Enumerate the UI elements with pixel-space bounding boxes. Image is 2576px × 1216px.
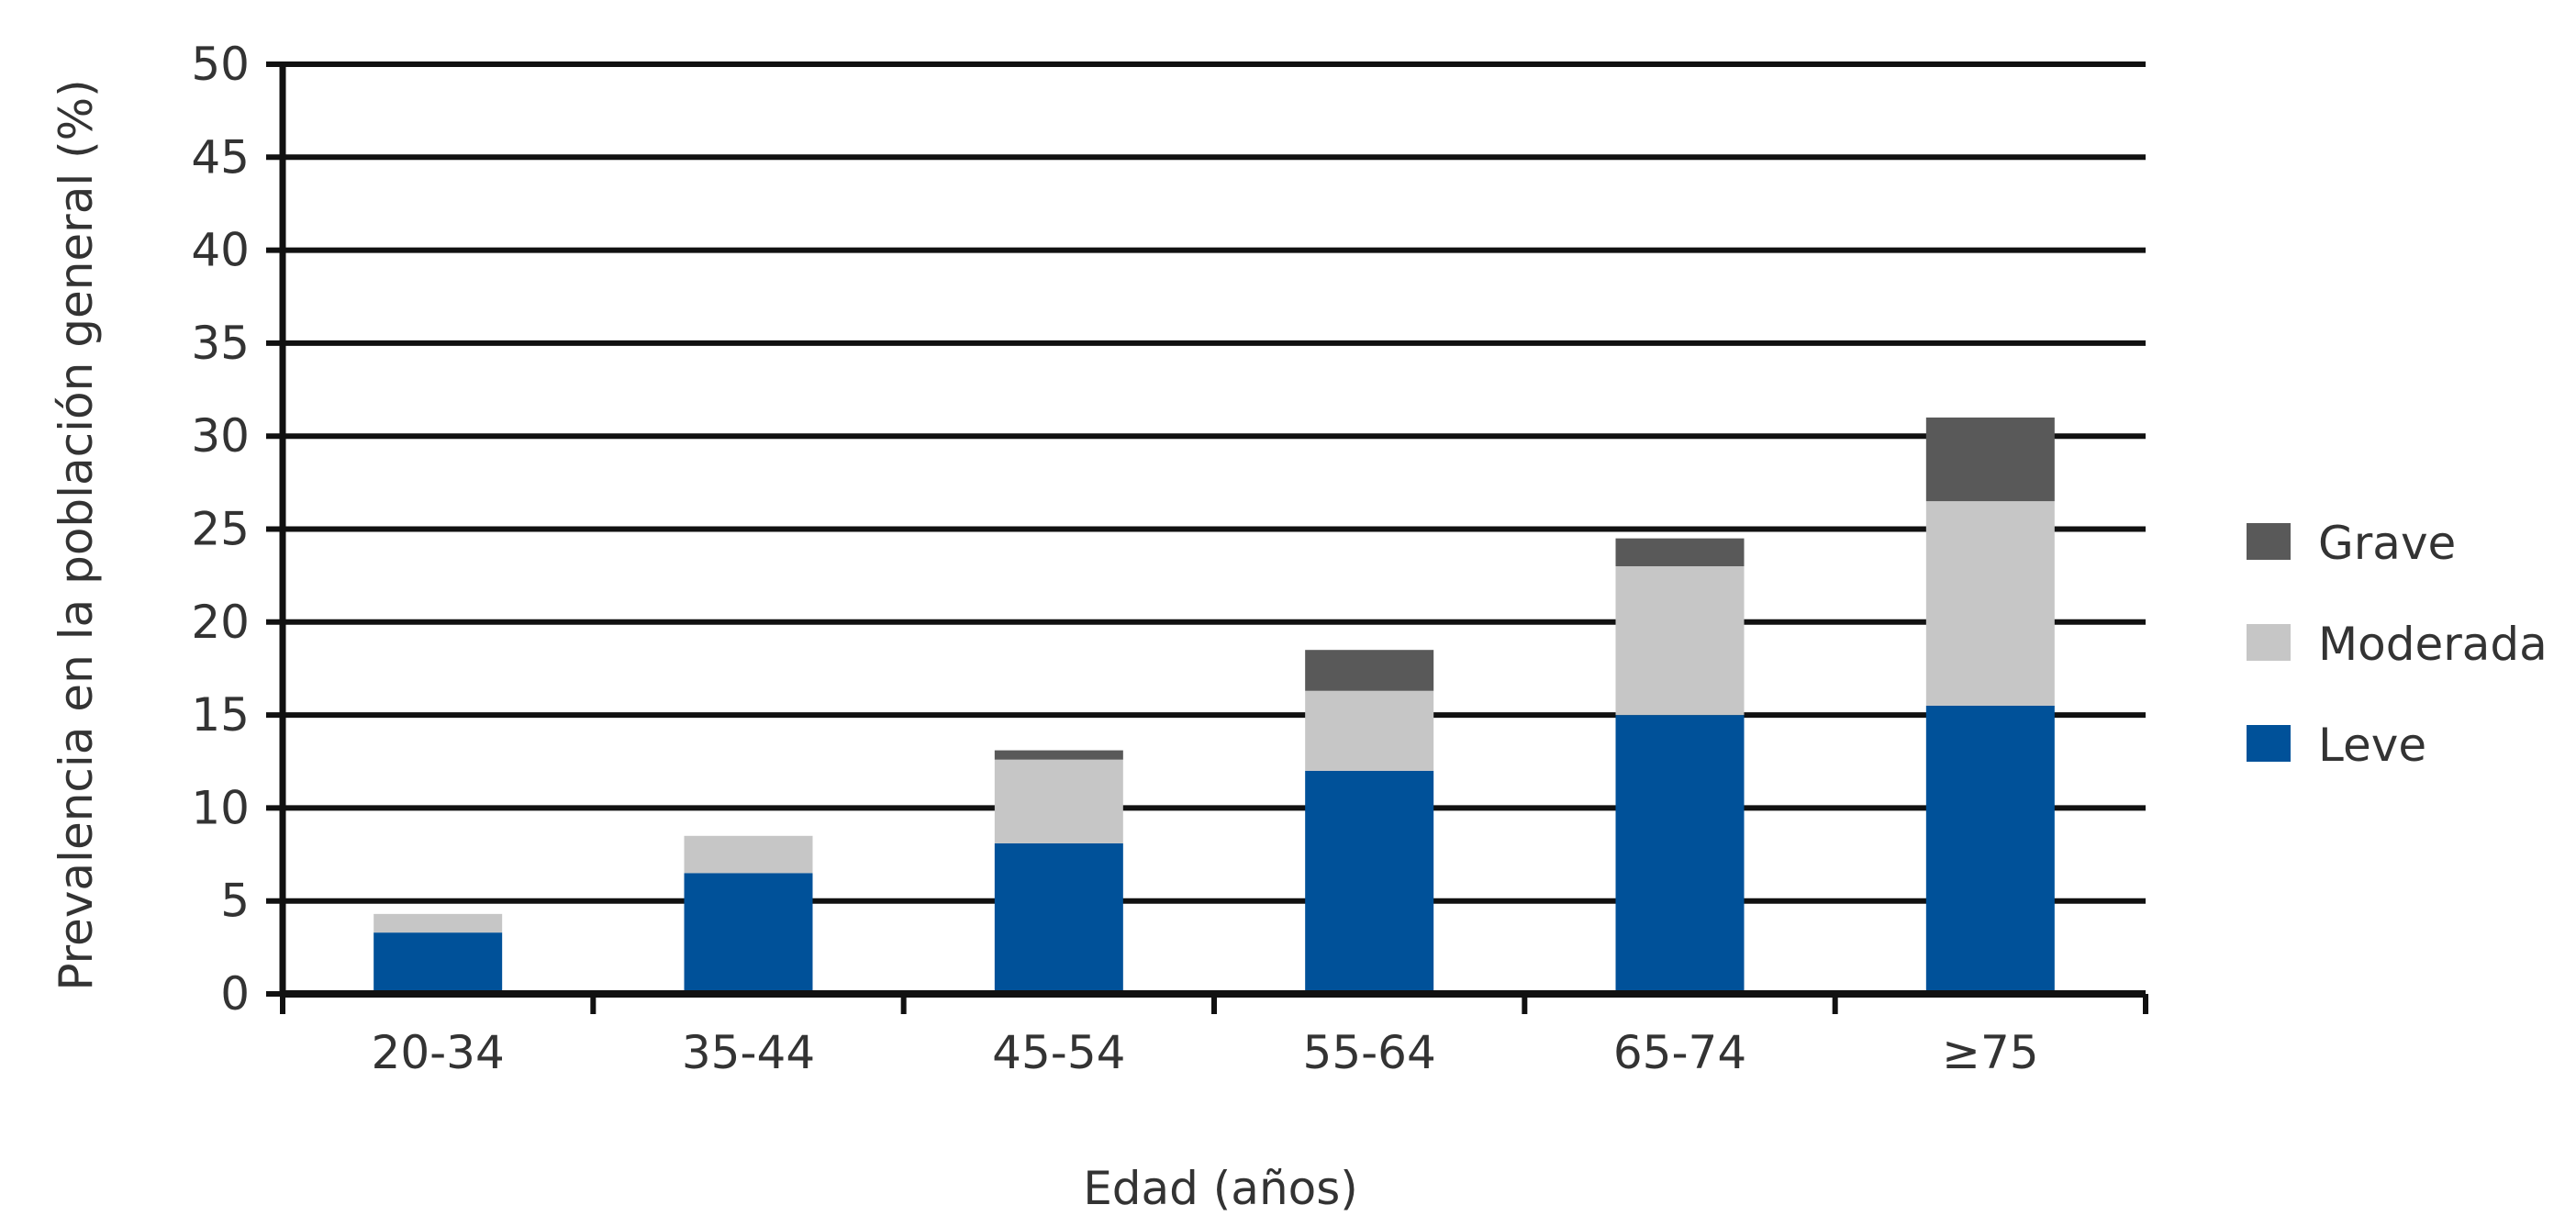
bar-segment-grave	[1925, 417, 2055, 502]
y-tick-label: 50	[191, 38, 250, 91]
x-tick-label: 35-44	[682, 1026, 815, 1079]
y-tick-label: 0	[220, 967, 250, 1021]
x-tick-label: 45-54	[992, 1026, 1125, 1079]
bar-segment-moderada	[994, 759, 1123, 843]
bar-segment-leve	[994, 842, 1123, 994]
legend-label-moderada: Moderada	[2318, 618, 2548, 671]
bar-segment-grave	[994, 750, 1123, 760]
bar-segment-grave	[1305, 650, 1434, 691]
bar-segment-leve	[1925, 705, 2055, 994]
legend: Grave Moderada Leve	[2247, 517, 2548, 772]
y-tick-label: 15	[191, 688, 250, 742]
y-tick-label: 5	[220, 875, 250, 928]
bar-segment-moderada	[1305, 690, 1434, 771]
bar-segment-leve	[374, 932, 503, 994]
y-tick-label: 30	[191, 409, 250, 463]
gridlines	[266, 61, 2146, 997]
bar-segment-leve	[684, 873, 813, 994]
x-tick-label: 20-34	[372, 1026, 505, 1079]
x-tick-label: ≥75	[1942, 1026, 2039, 1079]
bar-segment-grave	[1615, 538, 1745, 567]
legend-swatch-grave	[2247, 523, 2291, 560]
legend-label-leve: Leve	[2318, 719, 2426, 772]
x-axis-title: Edad (años)	[1083, 1162, 1358, 1215]
bar-segment-leve	[1305, 770, 1434, 994]
tick-labels: 0 5 10 15 20 25 30 35 40 45 50 20-34 35-44 45-54 55-64…	[191, 38, 2038, 1079]
legend-swatch-leve	[2247, 725, 2291, 762]
x-tick-label: 65-74	[1613, 1026, 1746, 1079]
x-tick-label: 55-64	[1303, 1026, 1436, 1079]
bar-segment-moderada	[684, 835, 813, 874]
y-tick-label: 45	[191, 130, 250, 184]
bars	[374, 417, 2055, 994]
bar-segment-leve	[1615, 715, 1745, 994]
y-tick-label: 35	[191, 317, 250, 370]
y-tick-label: 10	[191, 781, 250, 834]
y-tick-label: 25	[191, 503, 250, 556]
bar-segment-moderada	[374, 913, 503, 933]
legend-swatch-moderada	[2247, 624, 2291, 661]
legend-label-grave: Grave	[2318, 517, 2456, 570]
y-tick-label: 20	[191, 596, 250, 649]
y-tick-label: 40	[191, 224, 250, 277]
axes	[279, 61, 2148, 1014]
bar-segment-moderada	[1615, 566, 1745, 716]
bar-segment-moderada	[1925, 501, 2055, 706]
y-axis-title: Prevalencia en la población general (%)	[50, 79, 103, 990]
